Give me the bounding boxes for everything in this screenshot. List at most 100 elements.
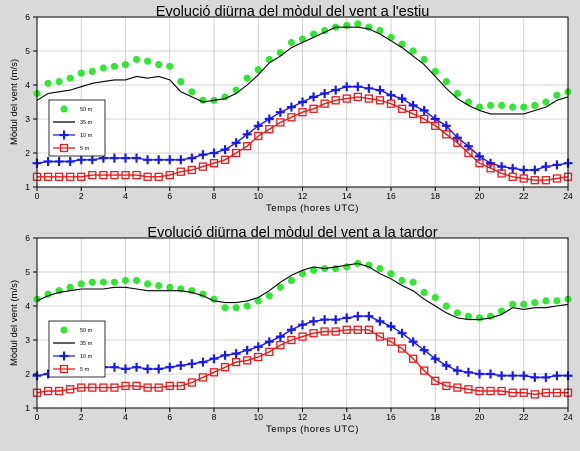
data-point: [121, 153, 130, 163]
y-tick-label: 3: [25, 114, 30, 124]
data-point: [475, 369, 484, 379]
x-tick-label: 24: [563, 412, 573, 422]
data-point: [243, 356, 252, 365]
data-point: [475, 103, 484, 111]
data-point: [553, 297, 561, 305]
data-point: [43, 386, 53, 396]
data-point: [452, 133, 462, 143]
data-point: [66, 74, 74, 82]
x-axis-label: Temps (hores UTC): [266, 203, 359, 214]
data-point: [220, 363, 230, 372]
data-point: [331, 327, 340, 336]
data-point: [154, 364, 164, 374]
x-tick-label: 2: [79, 412, 84, 422]
data-point: [265, 292, 273, 300]
legend-label: 50 m: [80, 328, 93, 334]
data-point: [132, 55, 141, 64]
x-tick-label: 18: [431, 412, 441, 422]
y-tick-label: 5: [25, 267, 30, 277]
series-5m: [32, 92, 573, 185]
data-point: [298, 108, 307, 117]
x-tick-label: 4: [123, 191, 128, 201]
data-point: [54, 386, 64, 396]
data-point: [342, 82, 352, 92]
data-point: [88, 67, 96, 75]
x-tick-label: 10: [254, 412, 264, 422]
data-point: [520, 103, 528, 111]
legend-label: 10 m: [80, 133, 93, 139]
data-point: [309, 329, 318, 338]
data-point: [187, 153, 197, 163]
legend-marker: [59, 364, 69, 374]
y-tick-label: 3: [25, 335, 30, 345]
legend-label: 35 m: [80, 341, 93, 347]
data-point: [331, 315, 341, 325]
legend: 50 m 35 m 10 m 5 m: [48, 320, 106, 378]
data-point: [143, 364, 153, 374]
legend-marker: [59, 351, 69, 361]
data-point: [198, 150, 208, 160]
data-point: [463, 367, 473, 377]
data-point: [176, 361, 186, 370]
y-tick-label: 4: [25, 80, 30, 90]
data-point: [409, 278, 417, 286]
data-point: [209, 159, 219, 168]
data-point: [177, 78, 185, 86]
data-point: [409, 47, 417, 55]
chart-title: Evolució diürna del mòdul del vent a la …: [147, 225, 437, 241]
data-point: [553, 91, 561, 99]
data-point: [354, 20, 362, 28]
data-point: [498, 307, 506, 315]
data-point: [321, 27, 329, 35]
data-point: [386, 99, 396, 108]
data-point: [176, 167, 185, 176]
data-point: [254, 352, 263, 362]
data-point: [309, 30, 318, 38]
x-tick-label: 20: [475, 412, 485, 422]
data-point: [541, 372, 551, 382]
y-axis-label: Mòdul del vent (m/s): [9, 59, 20, 145]
y-tick-label: 1: [25, 182, 30, 192]
data-point: [220, 145, 230, 155]
series-line: [37, 96, 569, 181]
data-point: [431, 293, 439, 302]
data-point: [87, 155, 97, 165]
data-point: [375, 85, 385, 95]
data-point: [54, 157, 64, 166]
data-point: [408, 109, 418, 119]
series-line: [36, 262, 569, 321]
data-point: [55, 78, 63, 86]
data-point: [176, 155, 186, 165]
data-point: [298, 97, 307, 107]
data-point: [242, 129, 252, 139]
y-axis-label: Mòdul del vent (m/s): [9, 280, 20, 366]
data-point: [298, 332, 307, 341]
data-point: [88, 383, 97, 392]
data-point: [298, 35, 307, 43]
legend-box: [48, 99, 106, 157]
data-point: [475, 386, 484, 396]
data-point: [508, 388, 517, 397]
data-point: [486, 386, 495, 396]
data-point: [276, 118, 285, 127]
data-point: [121, 276, 130, 285]
data-point: [188, 88, 196, 96]
data-point: [99, 170, 108, 180]
data-point: [154, 383, 163, 392]
data-point: [519, 165, 529, 175]
legend-marker: [59, 143, 69, 153]
data-point: [187, 378, 197, 387]
data-point: [165, 362, 175, 372]
data-point: [342, 313, 352, 323]
data-point: [143, 383, 152, 392]
legend-label: 50 m: [80, 107, 93, 113]
data-point: [552, 160, 562, 170]
data-point: [132, 381, 141, 391]
data-point: [452, 366, 462, 376]
x-tick-label: 6: [167, 412, 172, 422]
data-point: [420, 55, 428, 64]
y-tick-label: 2: [25, 369, 30, 379]
data-point: [99, 64, 107, 72]
data-point: [66, 283, 74, 291]
